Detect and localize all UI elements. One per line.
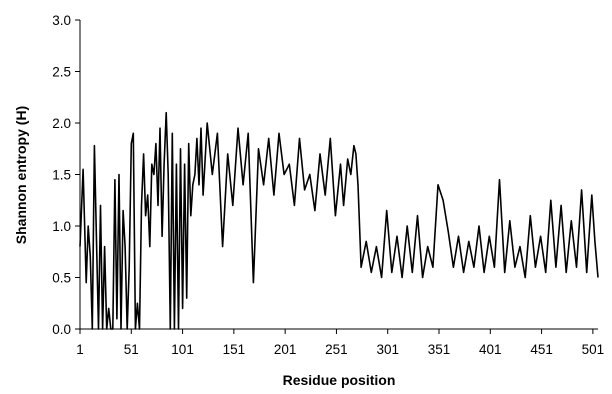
y-tick-label: 2.0 [52,116,71,131]
x-tick-label: 51 [124,342,139,357]
x-tick-label: 201 [274,342,297,357]
x-tick-label: 1 [76,342,84,357]
y-tick-label: 3.0 [52,13,71,28]
x-tick-label: 301 [376,342,399,357]
y-tick-label: 1.0 [52,219,71,234]
y-tick-label: 0.5 [52,271,71,286]
x-tick-label: 351 [428,342,451,357]
x-axis-title: Residue position [283,372,396,388]
y-tick-label: 1.5 [52,168,71,183]
x-tick-label: 151 [223,342,246,357]
plot-area [79,111,599,330]
y-axis-title: Shannon entropy (H) [13,106,29,244]
y-tick-label: 0.0 [52,322,71,337]
x-axis-ticks: 1 51 101 151 201 251 301 351 401 451 501 [76,329,604,357]
x-tick-label: 501 [582,342,605,357]
series-line [79,111,599,330]
x-tick-label: 451 [530,342,553,357]
x-tick-label: 401 [479,342,502,357]
y-tick-label: 2.5 [52,65,71,80]
x-tick-label: 101 [171,342,194,357]
y-axis-ticks: 0.0 0.5 1.0 1.5 2.0 2.5 3.0 [52,13,80,337]
x-tick-label: 251 [325,342,348,357]
